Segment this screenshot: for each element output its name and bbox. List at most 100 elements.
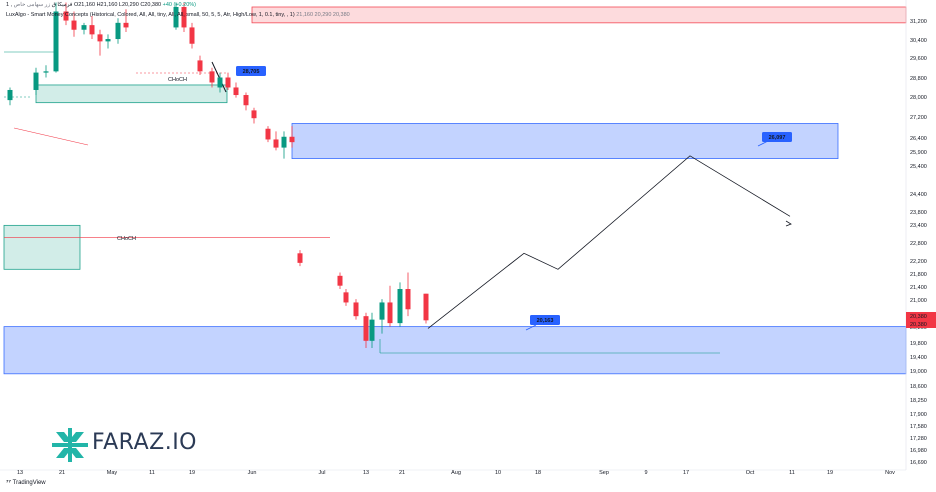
upper-zone-label-bg [762,132,792,142]
candle-body [281,136,287,148]
candle-body [197,60,203,72]
price-tick-label: 30,400 [910,38,927,44]
price-tick-label: 22,800 [910,241,927,247]
price-tick-label: 18,250 [910,398,927,404]
lower-zone-label-bg [530,315,560,325]
header-line-1: 1 , فرمیکا ق زر سهامی خاص O21,160 H21,16… [6,2,196,8]
candle-body [363,316,369,341]
lower-zone-pointer [525,324,537,331]
candle-body [53,11,59,72]
price-tick-label: 26,400 [910,136,927,142]
candle-body [89,25,95,35]
candle-body [387,302,393,324]
time-tick-label: Aug [451,470,461,476]
lower-zone-label: 20,163 [537,318,554,324]
time-tick-label: 17 [683,470,689,476]
current-price-label-2: 20,380 [910,322,927,328]
upper-zone-label: 26,097 [769,135,786,141]
candle-body [7,89,13,101]
swing-arrow [211,61,227,93]
price-tick-label: 19,800 [910,341,927,347]
swing-label: 28,705 [243,69,260,75]
time-tick-label: 13 [17,470,23,476]
candle-body [225,77,231,88]
candle-body [251,110,257,119]
candle-body [397,289,403,324]
indicator-values: 21,160 20,290 20,380 [296,12,350,18]
candle-body [71,20,77,30]
time-tick-label: 11 [149,470,155,476]
swing-label-bg [236,66,266,76]
faraz-logo-icon [52,428,88,462]
candle-body [105,39,111,42]
price-tick-label: 17,580 [910,424,927,430]
logo-text: FARAZ.IO [92,430,197,455]
price-tick-label: 28,800 [910,76,927,82]
time-tick-label: 9 [644,470,647,476]
time-tick-label: 19 [189,470,195,476]
candle-body [405,289,411,310]
time-tick-label: 13 [363,470,369,476]
zone-demand-green-lower [3,224,81,270]
candle-body [343,292,349,303]
candle-body [337,275,343,286]
candle-body [379,302,385,320]
current-price-bg-2 [906,320,936,328]
price-tick-label: 21,400 [910,285,927,291]
candle-body [233,87,239,96]
price-tick-label: 19,000 [910,369,927,375]
candle-body [243,95,249,106]
time-tick-label: May [107,470,118,476]
price-tick-label: 31,200 [910,19,927,25]
time-tick-label: 19 [827,470,833,476]
candle-body [97,34,103,42]
header-symbol-note: زر سهامی خاص [13,2,51,8]
current-price-label: 20,380 [910,314,927,320]
price-tick-label: 23,400 [910,223,927,229]
lines-layer [4,51,720,354]
price-tick-label: 16,980 [910,448,927,454]
indicator-name[interactable]: LuxAlgo - Smart Money Concepts (Historic… [6,12,295,18]
candle-body [289,136,295,143]
time-tick-label: Sep [599,470,609,476]
upper-zone-pointer [757,140,769,147]
price-tick-label: 17,900 [910,412,927,418]
zone-upper-demand [291,123,839,159]
projection-arrowhead [785,220,792,227]
bos-label: CHoCH [168,77,187,83]
candle-body [43,71,49,73]
zone-demand-green-upper [35,84,228,104]
time-tick-label: Nov [885,470,895,476]
zone-supply-top [251,6,907,24]
price-tick-label: 23,800 [910,210,927,216]
tradingview-text[interactable]: TradingView [12,480,46,486]
candle-body [33,72,39,90]
time-tick-label: Oct [746,470,755,476]
trend-line-red [13,127,89,146]
candles-layer [7,2,429,349]
candle-body [181,7,187,28]
time-axis: 13 21 May 11 19 Jun Jul 13 21 Aug 10 18 Sep 9 17 Oct 11 1… [0,469,906,476]
time-tick-label: 11 [789,470,795,476]
zones-layer [3,6,907,375]
tradingview-watermark[interactable]: ⁷⁷ TradingView [6,480,46,486]
candle-body [63,11,69,21]
price-tick-label: 22,200 [910,259,927,265]
labels-layer: CHoCH CHoCH 26,097 20,163 28,705 [117,66,792,331]
price-tick-label: 24,400 [910,192,927,198]
price-tick-label: 21,000 [910,298,927,304]
tradingview-icon: ⁷⁷ [6,480,13,486]
choch-label: CHoCH [117,236,136,242]
time-tick-label: Jun [248,470,257,476]
price-tick-label: 25,900 [910,150,927,156]
price-tick-label: 25,400 [910,164,927,170]
header-line-2[interactable]: LuxAlgo - Smart Money Concepts (Historic… [6,12,350,18]
time-tick-label: 21 [59,470,65,476]
price-tick-label: 16,690 [910,460,927,466]
current-price-bg [906,312,936,320]
header-change: +40 (+0.20%) [162,2,196,8]
time-tick-label: 21 [399,470,405,476]
price-tick-label: 17,280 [910,436,927,442]
price-tick-label: 21,800 [910,272,927,278]
